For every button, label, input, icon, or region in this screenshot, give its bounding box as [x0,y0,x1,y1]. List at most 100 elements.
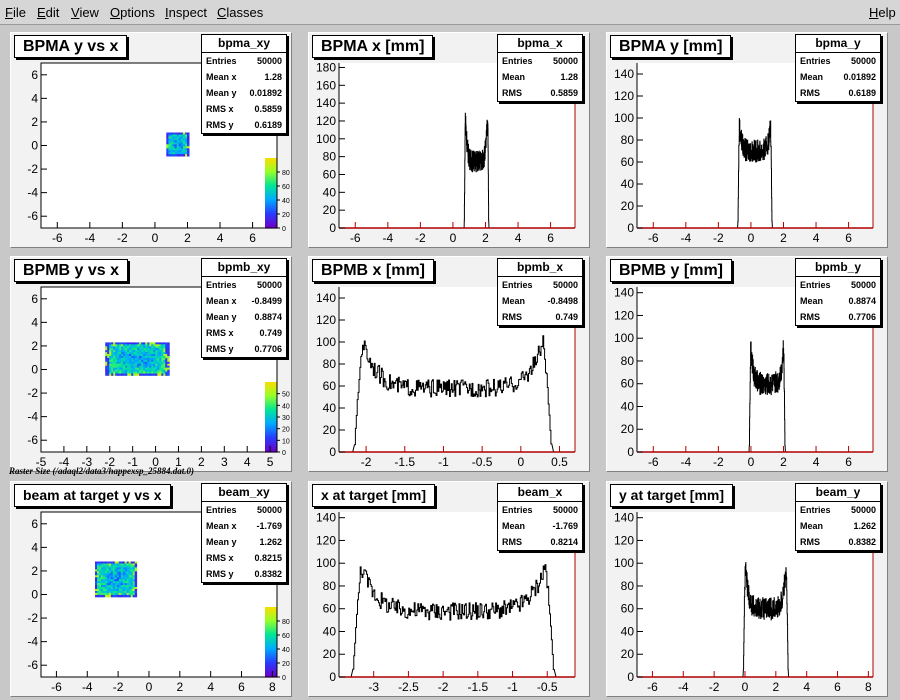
x-tick-label: -6 [350,231,361,245]
stats-key: Entries [800,280,831,290]
y-tick-label: 20 [621,422,635,436]
palette-cell [265,222,277,226]
palette-cell [265,173,277,177]
plot-title: BPMA y vs x [14,35,128,58]
root-canvas[interactable]: 0 20 40 60 80 -6 -4 -2 0 2 4 6 -6 -4 -2 0 2 4 6 BPMA y vs x… [0,26,900,700]
palette-cell [265,420,277,423]
stats-box: bpma_y Entries 50000 Mean 0.01892 RMS 0.6189 [795,34,881,102]
stats-row: RMS y 0.8382 [202,566,286,582]
stats-row: Entries 50000 [202,53,286,69]
palette-cell [265,643,277,647]
x-tick-label: 6 [238,680,245,694]
stats-box: beam_x Entries 50000 Mean -1.769 RMS 0.8214 [497,483,583,551]
y-tick-label: 60 [621,155,635,169]
stats-key: Mean x [206,521,237,531]
palette-cell [265,415,277,418]
palette-cell [265,408,277,411]
y-tick-label: 60 [621,377,635,391]
y-tick-label: 6 [31,292,38,306]
menu-inspect[interactable]: Inspect [165,5,207,20]
palette-cell [265,399,277,402]
menu-options[interactable]: Options [110,5,155,20]
stats-key: RMS x [206,328,234,338]
palette-cell [265,182,277,185]
plot-title: BPMB y vs x [14,259,129,282]
y-tick-label: 0 [627,221,634,235]
x-tick-label: -6 [647,680,658,694]
y-tick-label: 2 [31,564,38,578]
plot-pad[interactable]: -3 -2.5 -2 -1.5 -1 -0.5 0 20 40 60 80 100 120 140 x at… [308,481,590,697]
plot-pad[interactable]: -6 -4 -2 0 2 4 6 0 20 40 60 80 100 120 140 160 180 BPMA x… [308,32,590,248]
plot-pad[interactable]: -6 -4 -2 0 2 4 6 0 20 40 60 80 100 120 140 BPMB y [mm] b… [606,256,888,472]
menu-edit[interactable]: Edit [37,5,60,20]
palette-tick-label: 60 [282,633,290,640]
palette-cell [265,652,277,655]
y-tick-label: 60 [621,602,635,616]
x-tick-label: -2 [117,231,128,245]
palette-cell [265,645,277,648]
stats-row: Mean x 1.28 [202,69,286,85]
palette-cell [265,427,277,430]
stats-value: 0.8382 [848,537,876,547]
stats-value: 50000 [552,505,578,515]
stats-value: 0.01892 [843,72,876,82]
stats-row: Entries 50000 [796,53,880,69]
stats-value: 1.262 [259,537,282,547]
plot-pad[interactable]: 0 20 40 60 80 -6 -4 -2 0 2 4 6 8 -6 -4 -2 0 2 4 6 beam at ta… [10,481,292,697]
palette-cell [265,191,277,194]
stats-value: 0.8874 [254,312,282,322]
plot-pad[interactable]: -6 -4 -2 0 2 4 6 0 20 40 60 80 100 120 140 BPMA y [mm] b… [606,32,888,248]
x-tick-label: 0 [748,231,755,245]
palette-cell [265,404,277,408]
palette-cell [265,172,277,175]
stats-row: Entries 50000 [498,277,582,293]
palette-tick-label: 80 [282,170,290,177]
stats-box-name: bpmb_x [498,259,582,277]
plot-pad[interactable]: 0 20 40 60 80 -6 -4 -2 0 2 4 6 -6 -4 -2 0 2 4 6 BPMA y vs x… [10,32,292,248]
x-tick-label: -6 [648,231,659,245]
palette-cell [265,656,277,659]
y-tick-label: 4 [31,315,38,329]
palette-cell [265,175,277,178]
stats-value: -1.769 [256,521,282,531]
plot-title: BPMB y [mm] [610,259,733,282]
x-tick-label: 0 [742,680,749,694]
x-tick-label: -2 [104,455,115,469]
y-tick-label: 6 [31,517,38,531]
plot-pad[interactable]: 0 10 20 30 40 50 -5 -4 -3 -2 -1 0 1 2 3 4 5 -6 -4 -2 0 2 4 6 BPM… [10,256,292,472]
palette-cell [265,207,277,210]
palette-cell [265,219,277,222]
y-tick-label: -4 [27,635,38,649]
menu-classes[interactable]: Classes [217,5,264,20]
y-tick-label: 40 [323,185,337,199]
stats-value: 0.01892 [249,88,282,98]
menu-help[interactable]: Help [869,5,896,20]
stats-row: RMS x 0.5859 [202,101,286,117]
x-tick-label: 1 [175,455,182,469]
plot-pad[interactable]: -2 -1.5 -1 -0.5 0 0.5 0 20 40 60 80 100 120 140 BPMB x… [308,256,590,472]
palette-cell [265,628,277,631]
y-tick-label: 0 [329,221,336,235]
palette-cell [265,608,277,612]
y-tick-label: 80 [621,354,635,368]
y-tick-label: 40 [323,401,337,415]
y-tick-label: 120 [614,89,634,103]
y-tick-label: -2 [27,162,38,176]
plot-pad[interactable]: -6 -4 -2 0 2 4 6 8 0 20 40 60 80 100 120 140 y at target… [606,481,888,697]
palette-cell [265,403,277,406]
palette-tick-label: 40 [282,198,290,205]
palette-cell [265,445,277,448]
stats-value: 0.6189 [848,88,876,98]
palette-cell [265,621,277,624]
palette-cell [265,203,277,206]
stats-row: RMS y 0.7706 [202,341,286,357]
palette-cell [265,200,277,203]
y-tick-label: 0 [329,445,336,459]
palette-cell [265,411,277,415]
menu-file[interactable]: File [5,5,26,20]
menu-view[interactable]: View [71,5,99,20]
palette-cell [265,210,277,213]
x-tick-label: -2 [113,680,124,694]
x-tick-label: -2 [709,680,720,694]
y-tick-label: 40 [621,177,635,191]
